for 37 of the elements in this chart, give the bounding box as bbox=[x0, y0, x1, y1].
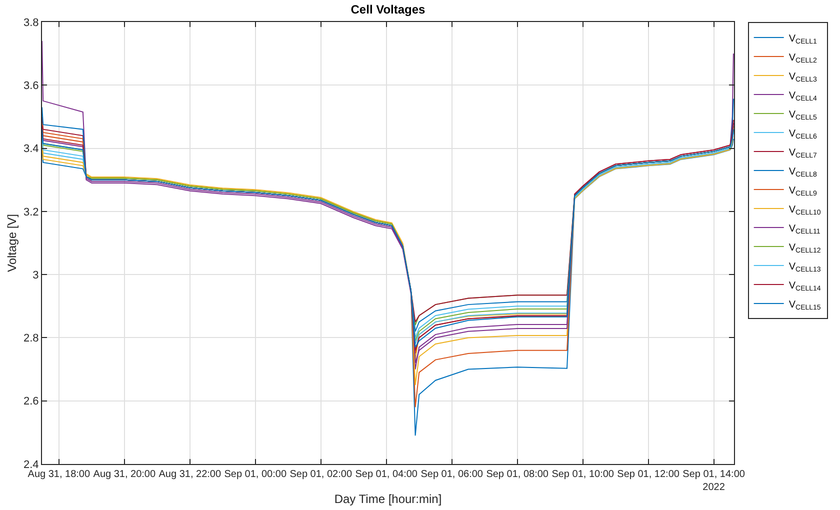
chart-title: Cell Voltages bbox=[350, 2, 426, 16]
y-tick-label: 3.2 bbox=[24, 206, 39, 218]
x-tick-label: Aug 31, 18:00 bbox=[28, 469, 90, 480]
legend-label: V$_{CELL9}$ bbox=[788, 185, 818, 198]
x-tick-label: Sep 01, 14:00 2022 bbox=[682, 469, 746, 493]
legend-label: V$_{CELL3}$ bbox=[788, 71, 818, 84]
x-tick-label: Sep 01, 08:00 bbox=[486, 469, 549, 480]
legend-label: V$_{CELL15}$ bbox=[788, 299, 821, 312]
x-tick-label: Sep 01, 06:00 bbox=[420, 469, 484, 480]
x-tick-label: Sep 01, 02:00 bbox=[290, 469, 352, 480]
legend-label: V$_{CELL1}$ bbox=[788, 33, 818, 46]
legend-label: V$_{CELL8}$ bbox=[788, 166, 818, 178]
y-tick-label: 3 bbox=[32, 269, 39, 282]
x-tick-label: Sep 01, 12:00 bbox=[617, 469, 680, 480]
x-axis-title: Day Time [hour:min] bbox=[334, 492, 442, 506]
legend-label: V$_{CELL5}$ bbox=[788, 109, 818, 122]
legend-label: V$_{CELL13}$ bbox=[788, 261, 821, 274]
legend-label: V$_{CELL11}$ bbox=[788, 223, 820, 236]
legend-label: V$_{CELL2}$ bbox=[788, 52, 818, 64]
legend-label: V$_{CELL10}$ bbox=[788, 204, 821, 216]
legend-label: V$_{CELL12}$ bbox=[788, 242, 821, 254]
legend-label: V$_{CELL4}$ bbox=[788, 90, 818, 102]
y-tick-label: 3.8 bbox=[24, 16, 39, 29]
x-tick-label: Sep 01, 10:00 bbox=[552, 469, 614, 480]
legend-label: V$_{CELL7}$ bbox=[788, 147, 818, 160]
y-tick-label: 3.6 bbox=[24, 80, 39, 92]
y-tick-label: 2.8 bbox=[24, 332, 39, 345]
y-tick-label: 2.4 bbox=[24, 458, 39, 471]
y-tick-label: 3.4 bbox=[24, 143, 39, 156]
x-tick-label: Sep 01, 00:00 bbox=[224, 469, 287, 480]
legend-label: V$_{CELL14}$ bbox=[788, 280, 821, 292]
x-tick-label: Aug 31, 20:00 bbox=[93, 469, 156, 480]
legend-label: V$_{CELL6}$ bbox=[788, 128, 818, 140]
y-tick-label: 2.6 bbox=[24, 396, 39, 408]
x-tick-label: Aug 31, 22:00 bbox=[158, 469, 222, 480]
x-tick-label: Sep 01, 04:00 bbox=[355, 469, 418, 480]
y-axis-title: Voltage [V] bbox=[4, 214, 19, 272]
